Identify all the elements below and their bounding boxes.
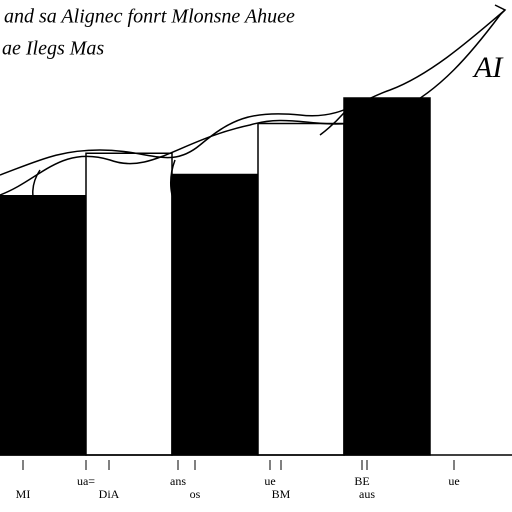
squiggle [13, 169, 41, 371]
x-tick-label: ua= [77, 474, 95, 488]
squiggle [370, 119, 383, 281]
x-tick-label: DiA [99, 487, 120, 501]
bar [257, 122, 345, 456]
x-tick-label: ue [264, 474, 275, 488]
x-tick-label: aus [359, 487, 375, 501]
squiggle [319, 106, 349, 136]
x-tick-label: ans [170, 474, 186, 488]
x-tick-label: ue [448, 474, 459, 488]
bar [0, 195, 87, 456]
squiggle [170, 159, 192, 326]
trend-curve [0, 14, 501, 196]
bar [171, 173, 259, 456]
bar [343, 97, 431, 456]
x-tick-label: MI [16, 487, 31, 501]
chart-title: and sa Alignec fonrt Mlonsne Ahuee [4, 6, 295, 28]
x-tick-label: BM [272, 487, 291, 501]
bar [85, 152, 173, 456]
trend-curve [0, 9, 506, 176]
x-tick-label: BE [354, 474, 369, 488]
annotation: AI [472, 51, 504, 84]
decorative-curves [0, 4, 507, 371]
x-tick-label: os [190, 487, 201, 501]
arrow-head [494, 4, 507, 19]
chart-subtitle: ae Ilegs Mas [2, 38, 104, 60]
